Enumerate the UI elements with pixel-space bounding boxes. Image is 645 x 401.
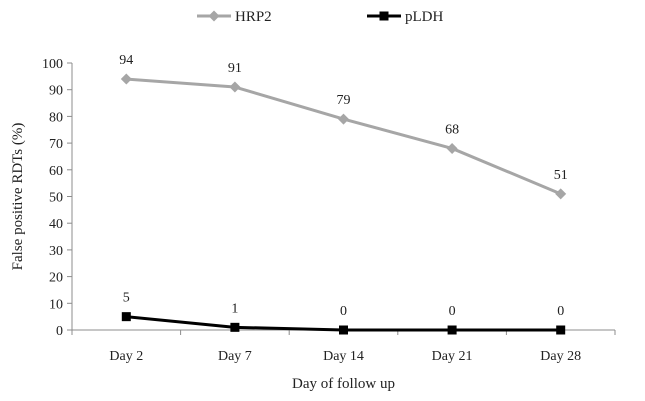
data-point-hrp2 xyxy=(229,81,241,93)
data-point-hrp2 xyxy=(338,113,349,125)
data-label-pldh: 0 xyxy=(340,304,347,319)
legend: HRP2 pLDH xyxy=(197,9,443,25)
legend-item-hrp2: HRP2 xyxy=(197,9,272,25)
y-tick-label: 100 xyxy=(42,57,63,72)
y-axis-ticks: 0 10 20 30 40 50 60 70 80 90 100 xyxy=(42,57,72,339)
data-point-pldh xyxy=(556,325,566,335)
y-tick-label: 50 xyxy=(49,191,63,206)
data-point-hrp2 xyxy=(120,73,132,85)
y-tick-label: 0 xyxy=(56,324,63,339)
y-tick-label: 90 xyxy=(49,84,63,99)
x-tick-label: Day 7 xyxy=(218,349,252,364)
data-label-pldh: 1 xyxy=(231,301,238,316)
y-tick-label: 70 xyxy=(49,137,63,152)
x-axis-ticks: Day 2 Day 7 Day 14 Day 21 Day 28 xyxy=(71,330,616,364)
data-label-hrp2: 68 xyxy=(445,122,459,137)
y-axis-title: False positive RDTs (%) xyxy=(10,123,26,271)
data-point-pldh xyxy=(447,325,457,335)
data-point-pldh xyxy=(339,325,348,335)
data-label-pldh: 0 xyxy=(557,304,564,319)
data-label-pldh: 5 xyxy=(123,291,130,306)
data-label-pldh: 0 xyxy=(449,304,456,319)
legend-label-pldh: pLDH xyxy=(405,9,443,25)
data-label-hrp2: 91 xyxy=(228,61,242,76)
data-point-pldh xyxy=(230,322,240,332)
data-point-pldh xyxy=(121,312,131,322)
data-point-hrp2 xyxy=(555,188,567,200)
data-label-hrp2: 79 xyxy=(337,93,351,108)
data-label-hrp2: 51 xyxy=(554,168,568,183)
y-tick-label: 40 xyxy=(49,217,63,232)
x-tick-label: Day 14 xyxy=(323,349,364,364)
x-tick-label: Day 21 xyxy=(432,349,473,364)
y-tick-label: 20 xyxy=(49,271,63,286)
x-axis-title: Day of follow up xyxy=(292,376,395,392)
y-tick-label: 30 xyxy=(49,244,63,259)
data-label-hrp2: 94 xyxy=(119,53,133,68)
y-tick-label: 80 xyxy=(49,110,63,125)
x-tick-label: Day 28 xyxy=(540,349,581,364)
legend-marker-pldh xyxy=(379,11,389,21)
x-tick-label: Day 2 xyxy=(109,349,143,364)
y-tick-label: 10 xyxy=(49,297,63,312)
legend-marker-hrp2 xyxy=(208,10,220,22)
y-tick-label: 60 xyxy=(49,164,63,179)
series-pldh: 5 1 0 0 0 xyxy=(121,291,566,335)
legend-label-hrp2: HRP2 xyxy=(235,9,272,25)
data-point-hrp2 xyxy=(446,142,458,154)
legend-item-pldh: pLDH xyxy=(367,9,443,25)
series-hrp2: 94 91 79 68 51 xyxy=(119,53,568,200)
